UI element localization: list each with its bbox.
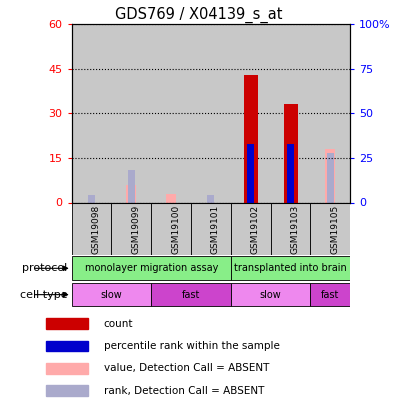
Bar bbox=[326, 149, 336, 202]
Bar bbox=[111, 24, 151, 202]
Bar bbox=[247, 144, 254, 202]
Bar bbox=[231, 24, 271, 202]
Text: count: count bbox=[104, 319, 133, 329]
Bar bbox=[127, 185, 136, 202]
Text: fast: fast bbox=[321, 290, 339, 300]
Bar bbox=[72, 24, 111, 202]
Text: GSM19100: GSM19100 bbox=[171, 205, 180, 254]
Bar bbox=[47, 341, 88, 352]
Text: GDS769 / X04139_s_at: GDS769 / X04139_s_at bbox=[115, 7, 283, 23]
Text: GSM19098: GSM19098 bbox=[92, 205, 101, 254]
Bar bbox=[72, 202, 111, 255]
Text: protocol: protocol bbox=[22, 263, 68, 273]
Text: GSM19105: GSM19105 bbox=[330, 205, 339, 254]
Text: GSM19102: GSM19102 bbox=[251, 205, 260, 254]
Text: GSM19099: GSM19099 bbox=[131, 205, 140, 254]
Bar bbox=[47, 363, 88, 374]
Bar bbox=[310, 24, 350, 202]
Bar bbox=[327, 153, 334, 202]
Bar bbox=[284, 104, 298, 202]
Text: cell type: cell type bbox=[20, 290, 68, 300]
Text: rank, Detection Call = ABSENT: rank, Detection Call = ABSENT bbox=[104, 386, 264, 396]
Bar bbox=[231, 256, 350, 280]
Bar bbox=[244, 75, 258, 202]
Bar bbox=[310, 202, 350, 255]
Bar bbox=[88, 195, 95, 202]
Bar bbox=[128, 171, 135, 202]
Bar bbox=[271, 24, 310, 202]
Text: percentile rank within the sample: percentile rank within the sample bbox=[104, 341, 280, 351]
Text: slow: slow bbox=[260, 290, 281, 300]
Bar bbox=[151, 202, 191, 255]
Text: fast: fast bbox=[182, 290, 200, 300]
Bar bbox=[47, 385, 88, 396]
Text: value, Detection Call = ABSENT: value, Detection Call = ABSENT bbox=[104, 363, 269, 373]
Text: GSM19103: GSM19103 bbox=[291, 205, 300, 254]
Bar bbox=[72, 283, 151, 307]
Bar bbox=[207, 195, 215, 202]
Bar bbox=[191, 202, 231, 255]
Bar bbox=[231, 202, 271, 255]
Bar bbox=[72, 256, 231, 280]
Bar bbox=[166, 194, 176, 202]
Bar bbox=[310, 283, 350, 307]
Text: transplanted into brain: transplanted into brain bbox=[234, 263, 347, 273]
Text: monolayer migration assay: monolayer migration assay bbox=[84, 263, 218, 273]
Bar bbox=[231, 283, 310, 307]
Bar bbox=[287, 144, 294, 202]
Bar bbox=[151, 24, 191, 202]
Bar bbox=[271, 202, 310, 255]
Bar bbox=[47, 318, 88, 329]
Bar bbox=[191, 24, 231, 202]
Text: slow: slow bbox=[101, 290, 122, 300]
Bar bbox=[111, 202, 151, 255]
Text: GSM19101: GSM19101 bbox=[211, 205, 220, 254]
Bar bbox=[151, 283, 231, 307]
